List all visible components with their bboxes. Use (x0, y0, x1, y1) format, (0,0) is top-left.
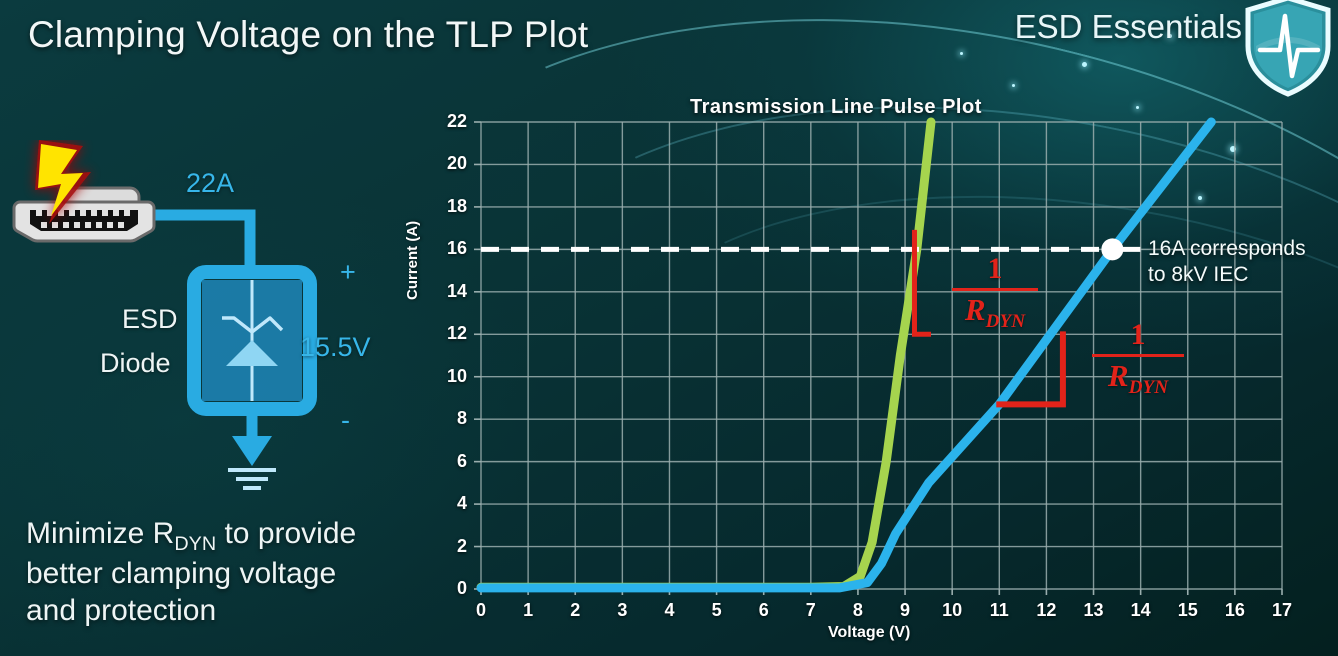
slope-fraction-high-rdyn: 1 RDYN (1092, 318, 1184, 399)
background-star-icon (1168, 34, 1172, 38)
callout-line2: better clamping voltage (26, 557, 337, 591)
x-axis-tick: 14 (1130, 600, 1151, 620)
chart-title: Transmission Line Pulse Plot (690, 96, 982, 118)
summary-callout: Minimize RDYN to provide better clamping… (26, 516, 426, 630)
marker-note-line2: to 8kV IEC (1148, 262, 1249, 286)
x-axis-tick: 1 (523, 600, 534, 620)
denominator-symbol: R (1107, 358, 1129, 393)
fraction-numerator: 1 (987, 252, 1003, 285)
x-axis-tick: 11 (989, 600, 1009, 620)
polarity-plus-label: + (340, 257, 356, 287)
marker-note-line1: 16A corresponds (1148, 237, 1306, 260)
fraction-bar (1092, 354, 1184, 357)
esd-shield-pulse-icon (1242, 0, 1334, 98)
background-star-icon (1082, 62, 1087, 67)
denominator-subscript: DYN (1128, 377, 1169, 399)
x-axis-tick: 15 (1177, 600, 1198, 620)
callout-line1b: to provide (216, 517, 357, 550)
y-axis-tick: 10 (446, 365, 467, 386)
fraction-numerator: 1 (1130, 318, 1146, 351)
callout-sub1: DYN (174, 533, 217, 555)
slope-fraction-low-rdyn: 1 RDYN (952, 252, 1038, 333)
y-axis-label: Current (A) (404, 220, 421, 300)
callout-line1: Minimize R (26, 517, 175, 550)
y-axis-tick: 12 (446, 323, 467, 344)
device-label-line1: ESD (122, 304, 178, 334)
y-axis-tick: 20 (446, 153, 467, 174)
device-label-line2: Diode (100, 348, 171, 378)
y-axis-tick: 8 (456, 408, 467, 429)
x-axis-tick: 9 (900, 600, 911, 620)
background-star-icon (1198, 196, 1202, 200)
x-axis-tick: 2 (570, 600, 581, 620)
clamp-voltage-label: 15.5V (300, 332, 371, 362)
y-axis-tick: 0 (456, 578, 467, 598)
y-axis-tick: 22 (446, 111, 467, 131)
y-axis-tick: 6 (456, 450, 467, 471)
x-axis-tick: 13 (1083, 600, 1104, 620)
background-star-icon (1230, 146, 1236, 152)
x-axis-tick: 6 (758, 600, 769, 620)
background-star-icon (1012, 84, 1015, 87)
x-axis-tick: 16 (1224, 600, 1245, 620)
y-axis-tick: 16 (446, 238, 467, 259)
x-axis-tick: 4 (664, 600, 675, 620)
current-label: 22A (186, 168, 235, 198)
hdmi-connector-icon (12, 200, 156, 243)
x-axis-tick: 7 (805, 600, 816, 620)
brand-label: ESD Essentials (1014, 8, 1242, 45)
x-axis-tick: 5 (711, 600, 722, 620)
y-axis-tick: 18 (446, 195, 467, 216)
x-axis-label: Voltage (V) (828, 624, 911, 641)
x-axis-tick: 10 (942, 600, 963, 620)
x-axis-tick: 3 (617, 600, 628, 620)
x-axis-tick: 0 (475, 600, 486, 620)
denominator-subscript: DYN (985, 311, 1026, 333)
x-axis-tick: 8 (852, 600, 863, 620)
background-star-icon (1136, 106, 1139, 109)
y-axis-tick: 4 (456, 493, 467, 514)
x-axis-tick: 12 (1036, 600, 1057, 620)
polarity-minus-label: - (341, 405, 350, 435)
y-axis-tick: 14 (446, 280, 467, 301)
fraction-denominator: RDYN (1092, 358, 1184, 399)
background-star-icon (960, 52, 963, 55)
denominator-symbol: R (964, 292, 986, 327)
x-axis-tick: 17 (1271, 600, 1293, 620)
fraction-bar (952, 288, 1038, 291)
lightning-bolt-icon (35, 140, 91, 224)
page-title: Clamping Voltage on the TLP Plot (28, 14, 589, 55)
callout-line3: and protection (26, 594, 217, 628)
y-axis-tick: 2 (456, 535, 467, 556)
fraction-denominator: RDYN (952, 292, 1038, 333)
marker-note: 16A corresponds to 8kV IEC (1148, 236, 1338, 287)
